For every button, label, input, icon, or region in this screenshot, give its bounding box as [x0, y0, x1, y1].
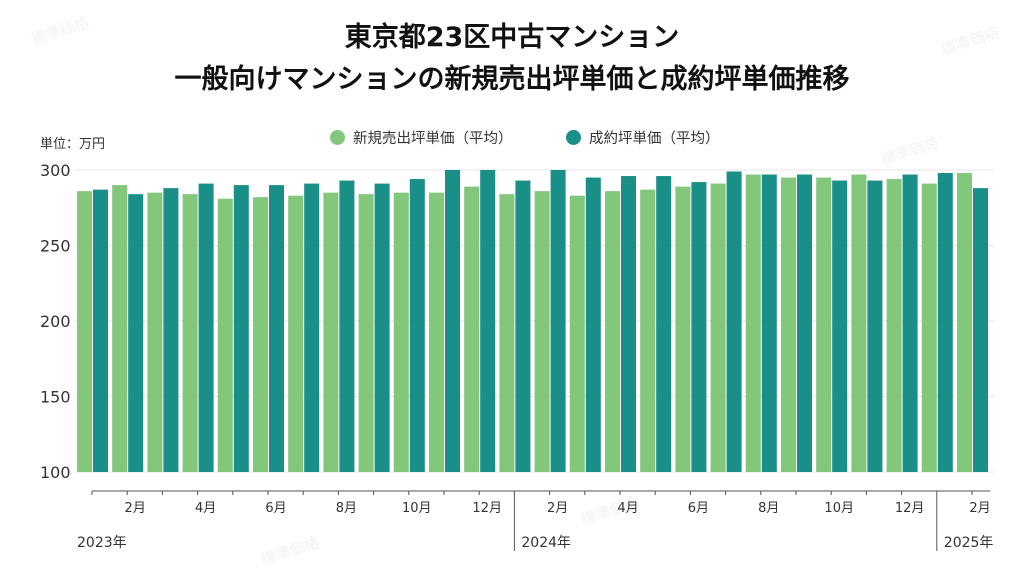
bar-contract-price	[691, 182, 707, 472]
bar-contract-price	[656, 176, 672, 473]
bar-listing-price	[147, 192, 163, 472]
bar-contract-price	[374, 183, 390, 472]
bar-listing-price	[710, 183, 726, 472]
x-tick-label: 12月	[472, 501, 502, 516]
x-tick-label: 6月	[265, 501, 286, 516]
bar-contract-price	[585, 177, 601, 473]
bar-contract-price	[304, 183, 320, 472]
x-tick-label: 12月	[895, 501, 925, 516]
bar-listing-price	[77, 191, 92, 472]
x-tick-label: 2月	[969, 501, 990, 516]
bar-listing-price	[640, 189, 656, 472]
bar-contract-price	[269, 185, 284, 472]
bar-contract-price	[128, 194, 144, 472]
bar-contract-price	[797, 174, 812, 472]
legend-swatch-contract-price	[566, 130, 581, 145]
bar-listing-price	[675, 186, 691, 473]
x-tick-label: 10月	[824, 501, 854, 516]
bar-listing-price	[781, 177, 796, 473]
bar-contract-price	[902, 174, 918, 472]
bar-contract-price	[445, 170, 460, 472]
bar-listing-price	[464, 186, 480, 473]
y-tick-label: 250	[40, 237, 71, 256]
bar-listing-price	[323, 192, 339, 472]
x-tick-label: 2月	[547, 501, 568, 516]
bar-listing-price	[288, 195, 304, 473]
bar-listing-price	[816, 177, 832, 473]
bar-contract-price	[163, 188, 179, 472]
bar-listing-price	[605, 191, 620, 472]
legend-label-listing-price: 新規売出坪単価（平均）	[353, 131, 513, 147]
bar-contract-price	[409, 179, 425, 472]
bar-listing-price	[851, 174, 867, 472]
bar-listing-price	[745, 174, 761, 472]
bar-contract-price	[867, 180, 883, 472]
chart-title-line-1: 東京都23区中古マンション	[344, 22, 680, 53]
y-tick-label: 300	[40, 161, 71, 180]
bar-contract-price	[550, 170, 566, 472]
bar-contract-price	[233, 185, 249, 472]
bar-listing-price	[253, 197, 268, 472]
x-tick-label: 10月	[402, 501, 432, 516]
x-tick-label: 6月	[688, 501, 709, 516]
bar-listing-price	[217, 198, 233, 472]
year-label: 2025年	[944, 535, 994, 551]
year-label: 2023年	[77, 535, 127, 551]
bar-listing-price	[358, 194, 374, 472]
y-tick-label: 100	[40, 463, 71, 482]
bar-listing-price	[429, 192, 444, 472]
bar-listing-price	[182, 194, 198, 472]
year-label: 2024年	[521, 535, 571, 551]
x-tick-label: 8月	[336, 501, 357, 516]
bar-contract-price	[973, 188, 988, 472]
bar-listing-price	[921, 183, 937, 472]
legend-item-listing-price: 新規売出坪単価（平均）	[330, 127, 513, 148]
bar-listing-price	[957, 173, 972, 472]
chart-title-line-2: 一般向けマンションの新規売出坪単価と成約坪単価推移	[174, 64, 850, 95]
x-tick-label: 2月	[125, 501, 146, 516]
y-tick-label: 150	[40, 388, 71, 407]
bar-contract-price	[621, 176, 636, 473]
legend-item-contract-price: 成約坪単価（平均）	[566, 127, 720, 148]
x-tick-label: 8月	[758, 501, 779, 516]
bar-listing-price	[534, 191, 550, 472]
bar-listing-price	[393, 192, 409, 472]
legend-swatch-listing-price	[330, 130, 345, 145]
bar-listing-price	[499, 194, 515, 472]
unit-label: 単位：万円	[40, 137, 106, 152]
x-tick-label: 4月	[617, 501, 638, 516]
bar-contract-price	[480, 170, 496, 472]
bar-listing-price	[569, 195, 585, 473]
bar-contract-price	[93, 189, 108, 472]
x-tick-label: 4月	[195, 501, 216, 516]
bar-contract-price	[832, 180, 848, 472]
bar-contract-price	[937, 173, 953, 472]
bar-contract-price	[761, 174, 777, 472]
legend-label-contract-price: 成約坪単価（平均）	[589, 131, 720, 147]
y-tick-label: 200	[40, 312, 71, 331]
bar-contract-price	[726, 171, 742, 472]
bar-contract-price	[198, 183, 214, 472]
bar-listing-price	[886, 179, 902, 472]
bar-listing-price	[112, 185, 128, 472]
bar-contract-price	[339, 180, 355, 472]
bar-contract-price	[515, 180, 531, 472]
